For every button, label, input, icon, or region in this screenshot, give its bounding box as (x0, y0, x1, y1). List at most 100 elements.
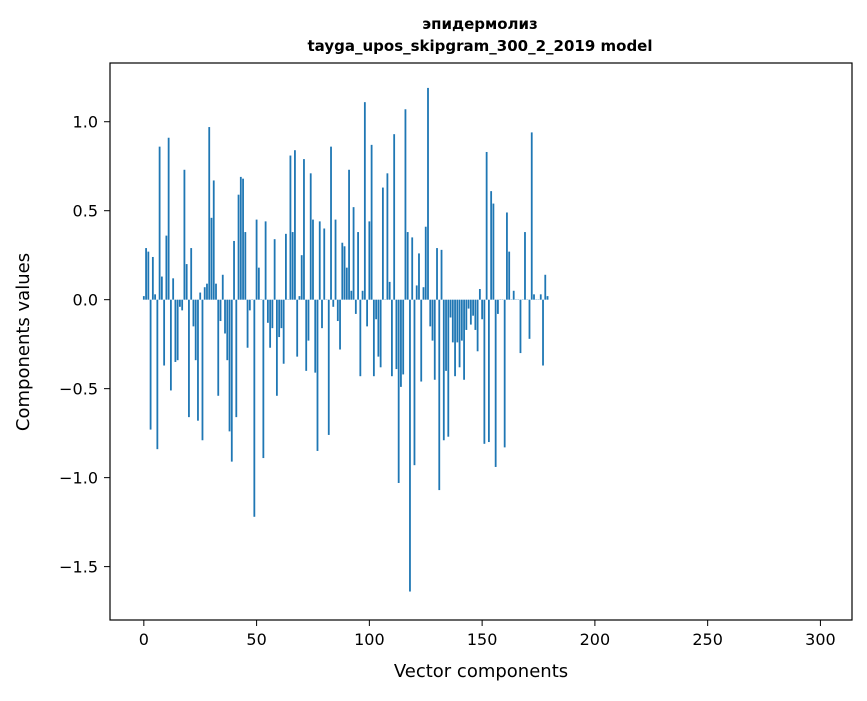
bar-113 (398, 300, 400, 483)
bar-91 (348, 170, 350, 300)
bar-5 (154, 294, 156, 299)
bar-39 (231, 300, 233, 462)
bar-69 (299, 296, 301, 300)
bar-45 (244, 232, 246, 300)
bar-116 (405, 109, 407, 299)
bar-93 (353, 207, 355, 300)
bar-157 (497, 300, 499, 314)
bar-82 (328, 300, 330, 435)
bar-42 (238, 195, 240, 300)
x-tick-label-250: 250 (692, 630, 723, 649)
bar-129 (434, 300, 436, 380)
bar-112 (396, 300, 398, 369)
bar-55 (267, 300, 269, 323)
bar-131 (438, 300, 440, 490)
bar-133 (443, 300, 445, 441)
bar-37 (226, 300, 228, 361)
y-tick-label-3: 0.0 (73, 291, 98, 310)
bar-108 (387, 173, 389, 299)
bar-150 (481, 300, 483, 320)
bar-59 (276, 300, 278, 396)
bar-1 (145, 248, 147, 300)
bar-88 (341, 243, 343, 300)
bar-83 (330, 147, 332, 300)
bar-134 (445, 300, 447, 371)
bar-29 (208, 127, 210, 300)
y-axis-label: Components values (13, 253, 34, 431)
bar-3 (150, 300, 152, 430)
bar-46 (247, 300, 249, 348)
bar-106 (382, 188, 384, 300)
bar-62 (283, 300, 285, 364)
bar-173 (533, 294, 535, 299)
bar-56 (269, 300, 271, 348)
bar-75 (312, 220, 314, 300)
bar-99 (366, 300, 368, 327)
bar-25 (199, 293, 201, 300)
y-tick-label-5: 1.0 (73, 113, 98, 132)
bar-70 (301, 255, 303, 299)
bar-66 (292, 232, 294, 300)
bar-54 (265, 221, 267, 299)
bar-149 (479, 289, 481, 300)
bar-13 (172, 278, 174, 299)
bar-74 (310, 173, 312, 299)
bar-18 (184, 170, 186, 300)
bar-102 (373, 300, 375, 377)
bar-30 (211, 218, 213, 300)
y-tick-label-1: −1.0 (59, 469, 98, 488)
x-tick-label-50: 50 (246, 630, 266, 649)
bar-8 (161, 277, 163, 300)
bar-58 (274, 239, 276, 300)
bar-16 (179, 300, 181, 307)
chart-title-line-2: tayga_upos_skipgram_300_2_2019 model (308, 37, 653, 55)
bar-60 (278, 300, 280, 337)
bar-84 (332, 300, 334, 307)
plot-frame (110, 63, 852, 620)
bar-10 (165, 236, 167, 300)
bar-20 (188, 300, 190, 417)
bar-17 (181, 300, 183, 311)
x-tick-label-150: 150 (467, 630, 498, 649)
x-axis-label: Vector components (394, 661, 568, 682)
bar-135 (447, 300, 449, 437)
bar-126 (427, 88, 429, 300)
bar-151 (483, 300, 485, 444)
bar-90 (346, 268, 348, 300)
bar-86 (337, 300, 339, 321)
bar-156 (495, 300, 497, 467)
bar-51 (258, 268, 260, 300)
bar-14 (175, 300, 177, 362)
bar-23 (195, 300, 197, 361)
bar-57 (271, 300, 273, 328)
bar-167 (520, 300, 522, 353)
bar-110 (391, 300, 393, 377)
bar-132 (441, 250, 443, 300)
bar-147 (474, 300, 476, 330)
bar-169 (524, 232, 526, 300)
bar-4 (152, 257, 154, 300)
bar-72 (305, 300, 307, 371)
bar-87 (339, 300, 341, 350)
bar-2 (147, 252, 149, 300)
bar-154 (490, 191, 492, 300)
bar-137 (452, 300, 454, 343)
bar-65 (290, 156, 292, 300)
bar-89 (344, 246, 346, 299)
bar-96 (359, 300, 361, 377)
bar-118 (409, 300, 411, 592)
x-tick-label-300: 300 (805, 630, 836, 649)
bar-31 (213, 180, 215, 299)
bar-100 (368, 221, 370, 299)
x-tick-label-100: 100 (354, 630, 385, 649)
bar-73 (308, 300, 310, 341)
bar-97 (362, 291, 364, 300)
bar-177 (542, 300, 544, 366)
bar-19 (186, 264, 188, 300)
bar-146 (472, 300, 474, 316)
bar-35 (222, 275, 224, 300)
bar-11 (168, 138, 170, 300)
bar-34 (220, 300, 222, 321)
bar-117 (407, 232, 409, 300)
